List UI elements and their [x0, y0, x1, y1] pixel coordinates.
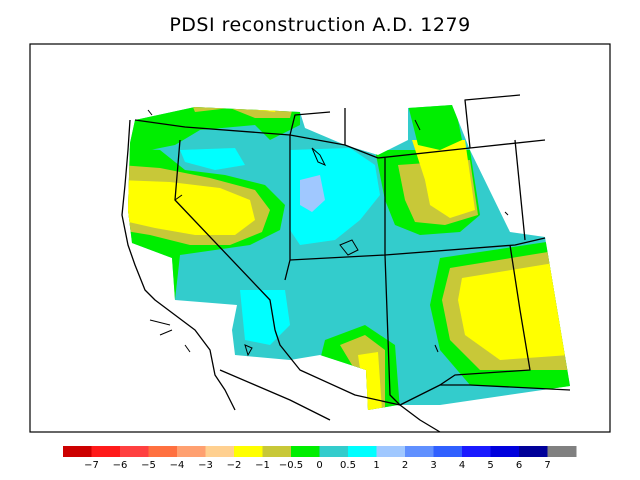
legend-swatch — [205, 446, 235, 457]
legend-tick-label: 0 — [316, 460, 322, 471]
legend-swatch — [519, 446, 548, 457]
legend-tick-label: −6 — [113, 460, 128, 471]
map-frame — [29, 43, 611, 433]
legend-swatch — [291, 446, 320, 457]
legend-tick-label: 2 — [402, 460, 408, 471]
legend-tick-label: −0.5 — [279, 460, 303, 471]
legend-swatch — [462, 446, 491, 457]
legend-swatch — [177, 446, 206, 457]
legend-swatch — [120, 446, 149, 457]
legend-tick-label: −1 — [255, 460, 270, 471]
legend-swatch — [490, 446, 520, 457]
legend-tick-label: 4 — [459, 460, 465, 471]
legend-tick-label: −2 — [227, 460, 242, 471]
water-features — [147, 109, 509, 357]
legend-swatch — [319, 446, 349, 457]
legend-swatch — [262, 446, 292, 457]
map-title: PDSI reconstruction A.D. 1279 — [169, 14, 471, 36]
legend-swatch — [547, 446, 577, 457]
legend-swatch — [405, 446, 434, 457]
legend-swatch — [376, 446, 406, 457]
legend-swatch — [63, 446, 92, 457]
legend-swatch — [91, 446, 121, 457]
legend-tick-label: 5 — [487, 460, 493, 471]
pdsi-field — [128, 105, 570, 410]
legend-swatch — [234, 446, 263, 457]
legend-tick-label: 3 — [430, 460, 436, 471]
legend-tick-label: 1 — [373, 460, 379, 471]
legend-tick-label: −3 — [198, 460, 213, 471]
legend-swatch — [148, 446, 178, 457]
boundary-lines — [121, 94, 571, 433]
legend-swatch — [433, 446, 463, 457]
legend-tick-label: 7 — [544, 460, 550, 471]
legend-tick-label: 0.5 — [340, 460, 356, 471]
legend-tick-label: 6 — [516, 460, 522, 471]
legend-tick-label: −4 — [170, 460, 185, 471]
legend-swatch — [348, 446, 377, 457]
color-legend: −7 −6 −5 −4 −3 −2 −1 −0.5 0 0.5 1 2 3 4 5 6 7 — [63, 446, 577, 471]
legend-tick-label: −5 — [141, 460, 156, 471]
legend-tick-label: −7 — [84, 460, 99, 471]
